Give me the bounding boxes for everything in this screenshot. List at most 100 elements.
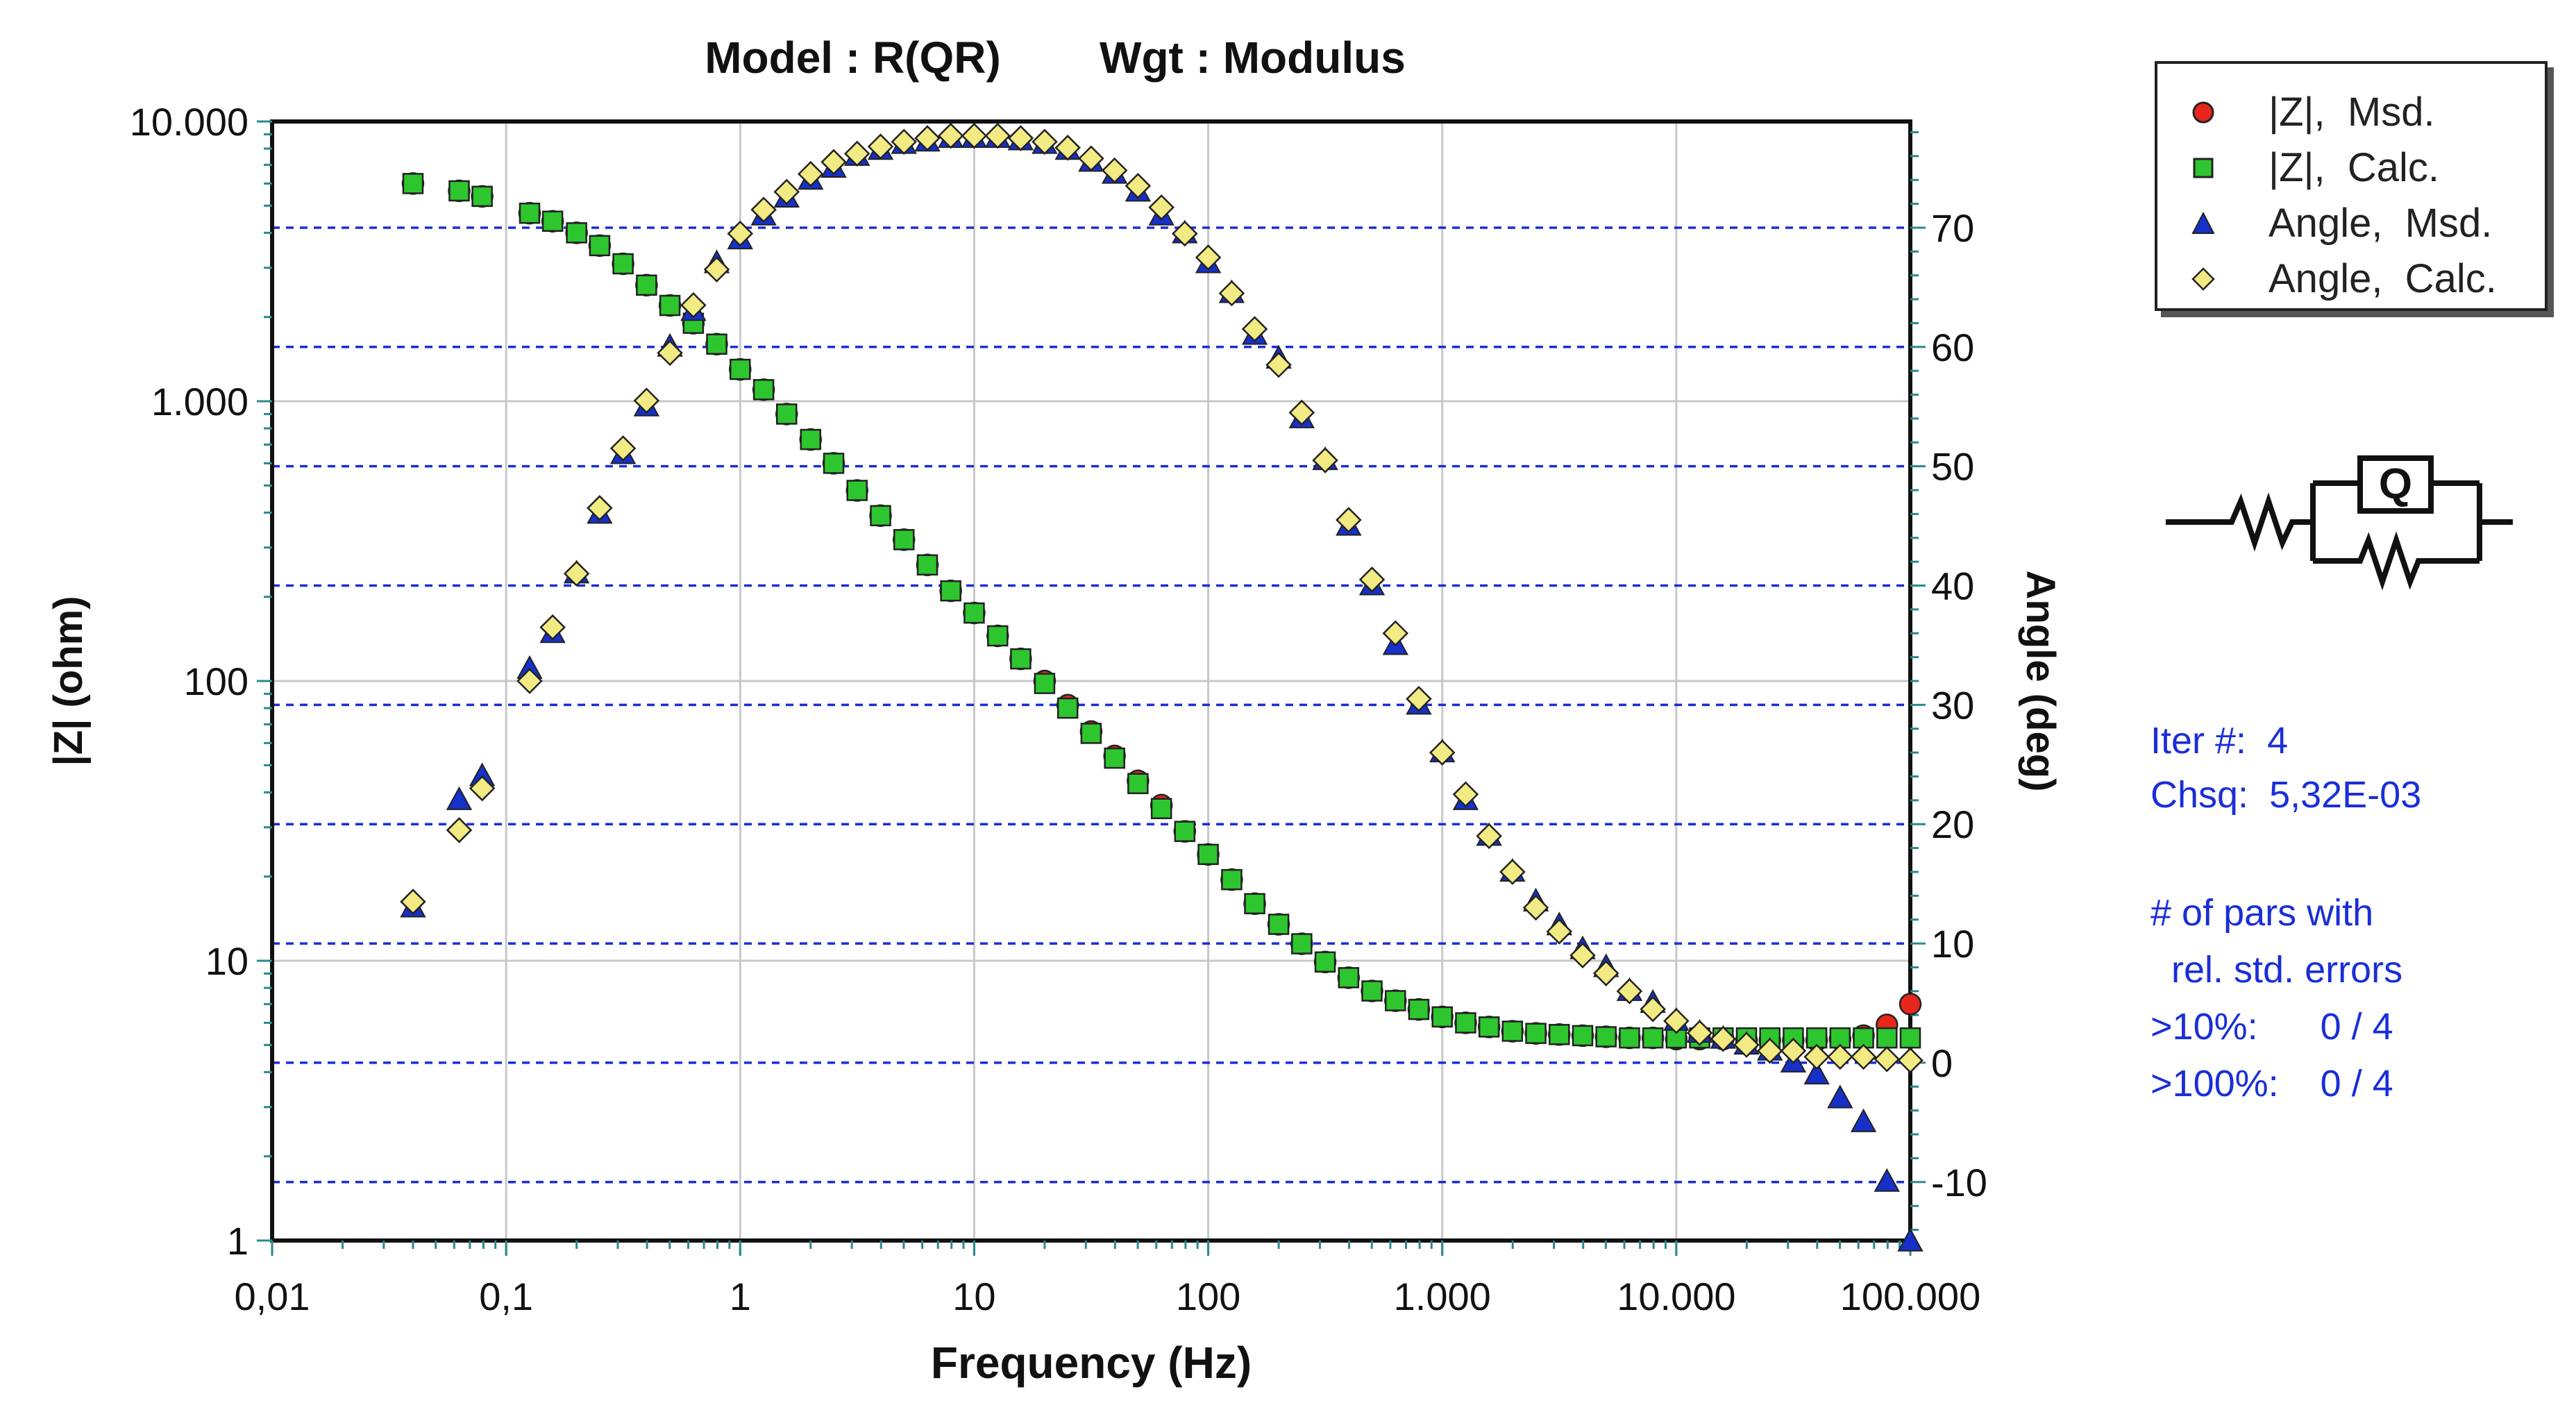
y-right-axis-label: Angle (deg) <box>2018 571 2063 792</box>
legend-label: Angle, Msd. <box>2268 201 2493 246</box>
angle-calc-point <box>680 292 707 319</box>
z-calc-point <box>1127 773 1149 794</box>
y-right-tick-label: 60 <box>1931 326 1974 369</box>
angle-calc-point <box>727 220 754 247</box>
angle-calc-point <box>400 889 426 915</box>
angle-calc-point <box>1850 1043 1877 1070</box>
angle-calc-point <box>1827 1043 1853 1070</box>
x-tick-label: 10 <box>952 1275 995 1318</box>
legend-item-angle-calc: Angle, Calc. <box>2157 251 2545 307</box>
angle-calc-point <box>587 495 613 521</box>
y-right-tick-label: 70 <box>1931 206 1974 250</box>
legend-item-z-calc: |Z|, Calc. <box>2157 140 2545 196</box>
red-circle-marker-icon <box>2192 101 2214 124</box>
angle-msd-point <box>1897 1227 1923 1252</box>
z-calc-point <box>448 180 470 202</box>
title-model: Model : R(QR) <box>705 33 1001 83</box>
x-tick-label: 1.000 <box>1394 1275 1491 1318</box>
angle-calc-point <box>1172 220 1198 247</box>
legend-label: Angle, Calc. <box>2268 256 2497 301</box>
angle-calc-point <box>446 817 473 843</box>
z-calc-point <box>1104 747 1125 769</box>
angle-calc-point <box>1218 280 1245 307</box>
z-calc-point <box>800 428 822 451</box>
z-calc-point <box>1525 1023 1547 1044</box>
angle-calc-point <box>1288 399 1315 426</box>
angle-calc-point <box>1148 194 1175 221</box>
angle-calc-point <box>1476 823 1502 850</box>
x-tick-label: 0,01 <box>235 1275 310 1318</box>
angle-calc-point <box>1780 1037 1807 1064</box>
z-calc-point <box>963 602 985 624</box>
z-calc-point <box>1619 1027 1640 1049</box>
angle-calc-point <box>843 140 870 167</box>
angle-calc-point <box>1382 620 1409 647</box>
angle-calc-point <box>1429 739 1456 766</box>
pars-heading-text: # of pars with <box>2150 892 2374 934</box>
gt100-text: >100%: 0 / 4 <box>2150 1063 2393 1104</box>
angle-calc-point <box>1054 135 1081 161</box>
angle-calc-point <box>1569 942 1596 969</box>
angle-calc-point <box>984 122 1011 149</box>
angle-calc-point <box>1336 507 1362 533</box>
angle-calc-point <box>633 387 660 414</box>
z-calc-point <box>612 253 634 275</box>
x-tick-label: 100.000 <box>1840 1275 1980 1318</box>
angle-calc-point <box>703 256 730 283</box>
angle-calc-point <box>1265 351 1292 378</box>
angle-calc-point <box>1756 1037 1783 1064</box>
angle-calc-point <box>469 775 496 802</box>
z-calc-point <box>402 173 424 194</box>
angle-calc-point <box>1078 145 1104 172</box>
angle-calc-point <box>563 560 590 587</box>
angle-msd-point <box>1850 1108 1877 1132</box>
legend-label: |Z|, Calc. <box>2268 145 2440 190</box>
y-left-tick-label: 10 <box>205 939 249 983</box>
z-calc-point <box>1876 1027 1898 1049</box>
z-calc-point <box>870 505 891 527</box>
z-calc-point <box>987 625 1009 647</box>
z-calc-point <box>1501 1020 1524 1042</box>
z-msd-point <box>1899 993 1922 1016</box>
x-tick-label: 100 <box>1176 1275 1240 1318</box>
z-calc-point <box>916 554 938 576</box>
y-left-tick-label: 1.000 <box>151 380 249 423</box>
angle-calc-point <box>1546 918 1573 945</box>
chsq-text: Chsq: 5,32E-03 <box>2150 774 2422 816</box>
angle-calc-point <box>1406 686 1432 712</box>
angle-calc-point <box>1897 1047 1923 1074</box>
angle-calc-point <box>891 128 917 155</box>
angle-calc-point <box>937 122 964 149</box>
angle-calc-point <box>1195 244 1222 271</box>
angle-calc-point <box>1733 1032 1760 1058</box>
z-calc-point <box>730 358 751 380</box>
z-calc-point <box>1408 998 1430 1020</box>
z-calc-point <box>1244 893 1265 914</box>
angle-calc-point <box>867 133 894 160</box>
angle-calc-point <box>1803 1043 1830 1070</box>
z-calc-point <box>541 210 564 232</box>
z-calc-point <box>1268 914 1290 935</box>
angle-calc-point <box>1499 859 1526 885</box>
angle-calc-point <box>1640 995 1666 1023</box>
pars-sub-text: rel. std. errors <box>2150 949 2403 991</box>
x-tick-label: 1 <box>730 1275 751 1318</box>
title-weight: Wgt : Modulus <box>1100 33 1406 83</box>
y-right-tick-label: 0 <box>1931 1041 1953 1085</box>
z-calc-point <box>519 202 541 224</box>
y-right-tick-label: 10 <box>1931 922 1974 966</box>
z-calc-point <box>1291 933 1313 955</box>
z-calc-point <box>706 333 727 355</box>
z-calc-point <box>659 294 681 317</box>
angle-calc-point <box>1592 960 1619 986</box>
z-calc-point <box>823 453 845 474</box>
y-left-axis-label: |Z| (ohm) <box>46 596 91 766</box>
chart-title: Model : R(QR) Wgt : Modulus <box>0 32 2110 83</box>
z-calc-point <box>589 235 611 257</box>
z-calc-point <box>1034 673 1056 694</box>
angle-calc-point <box>1125 173 1152 199</box>
angle-calc-point <box>750 196 777 223</box>
z-calc-point <box>1899 1027 1921 1049</box>
